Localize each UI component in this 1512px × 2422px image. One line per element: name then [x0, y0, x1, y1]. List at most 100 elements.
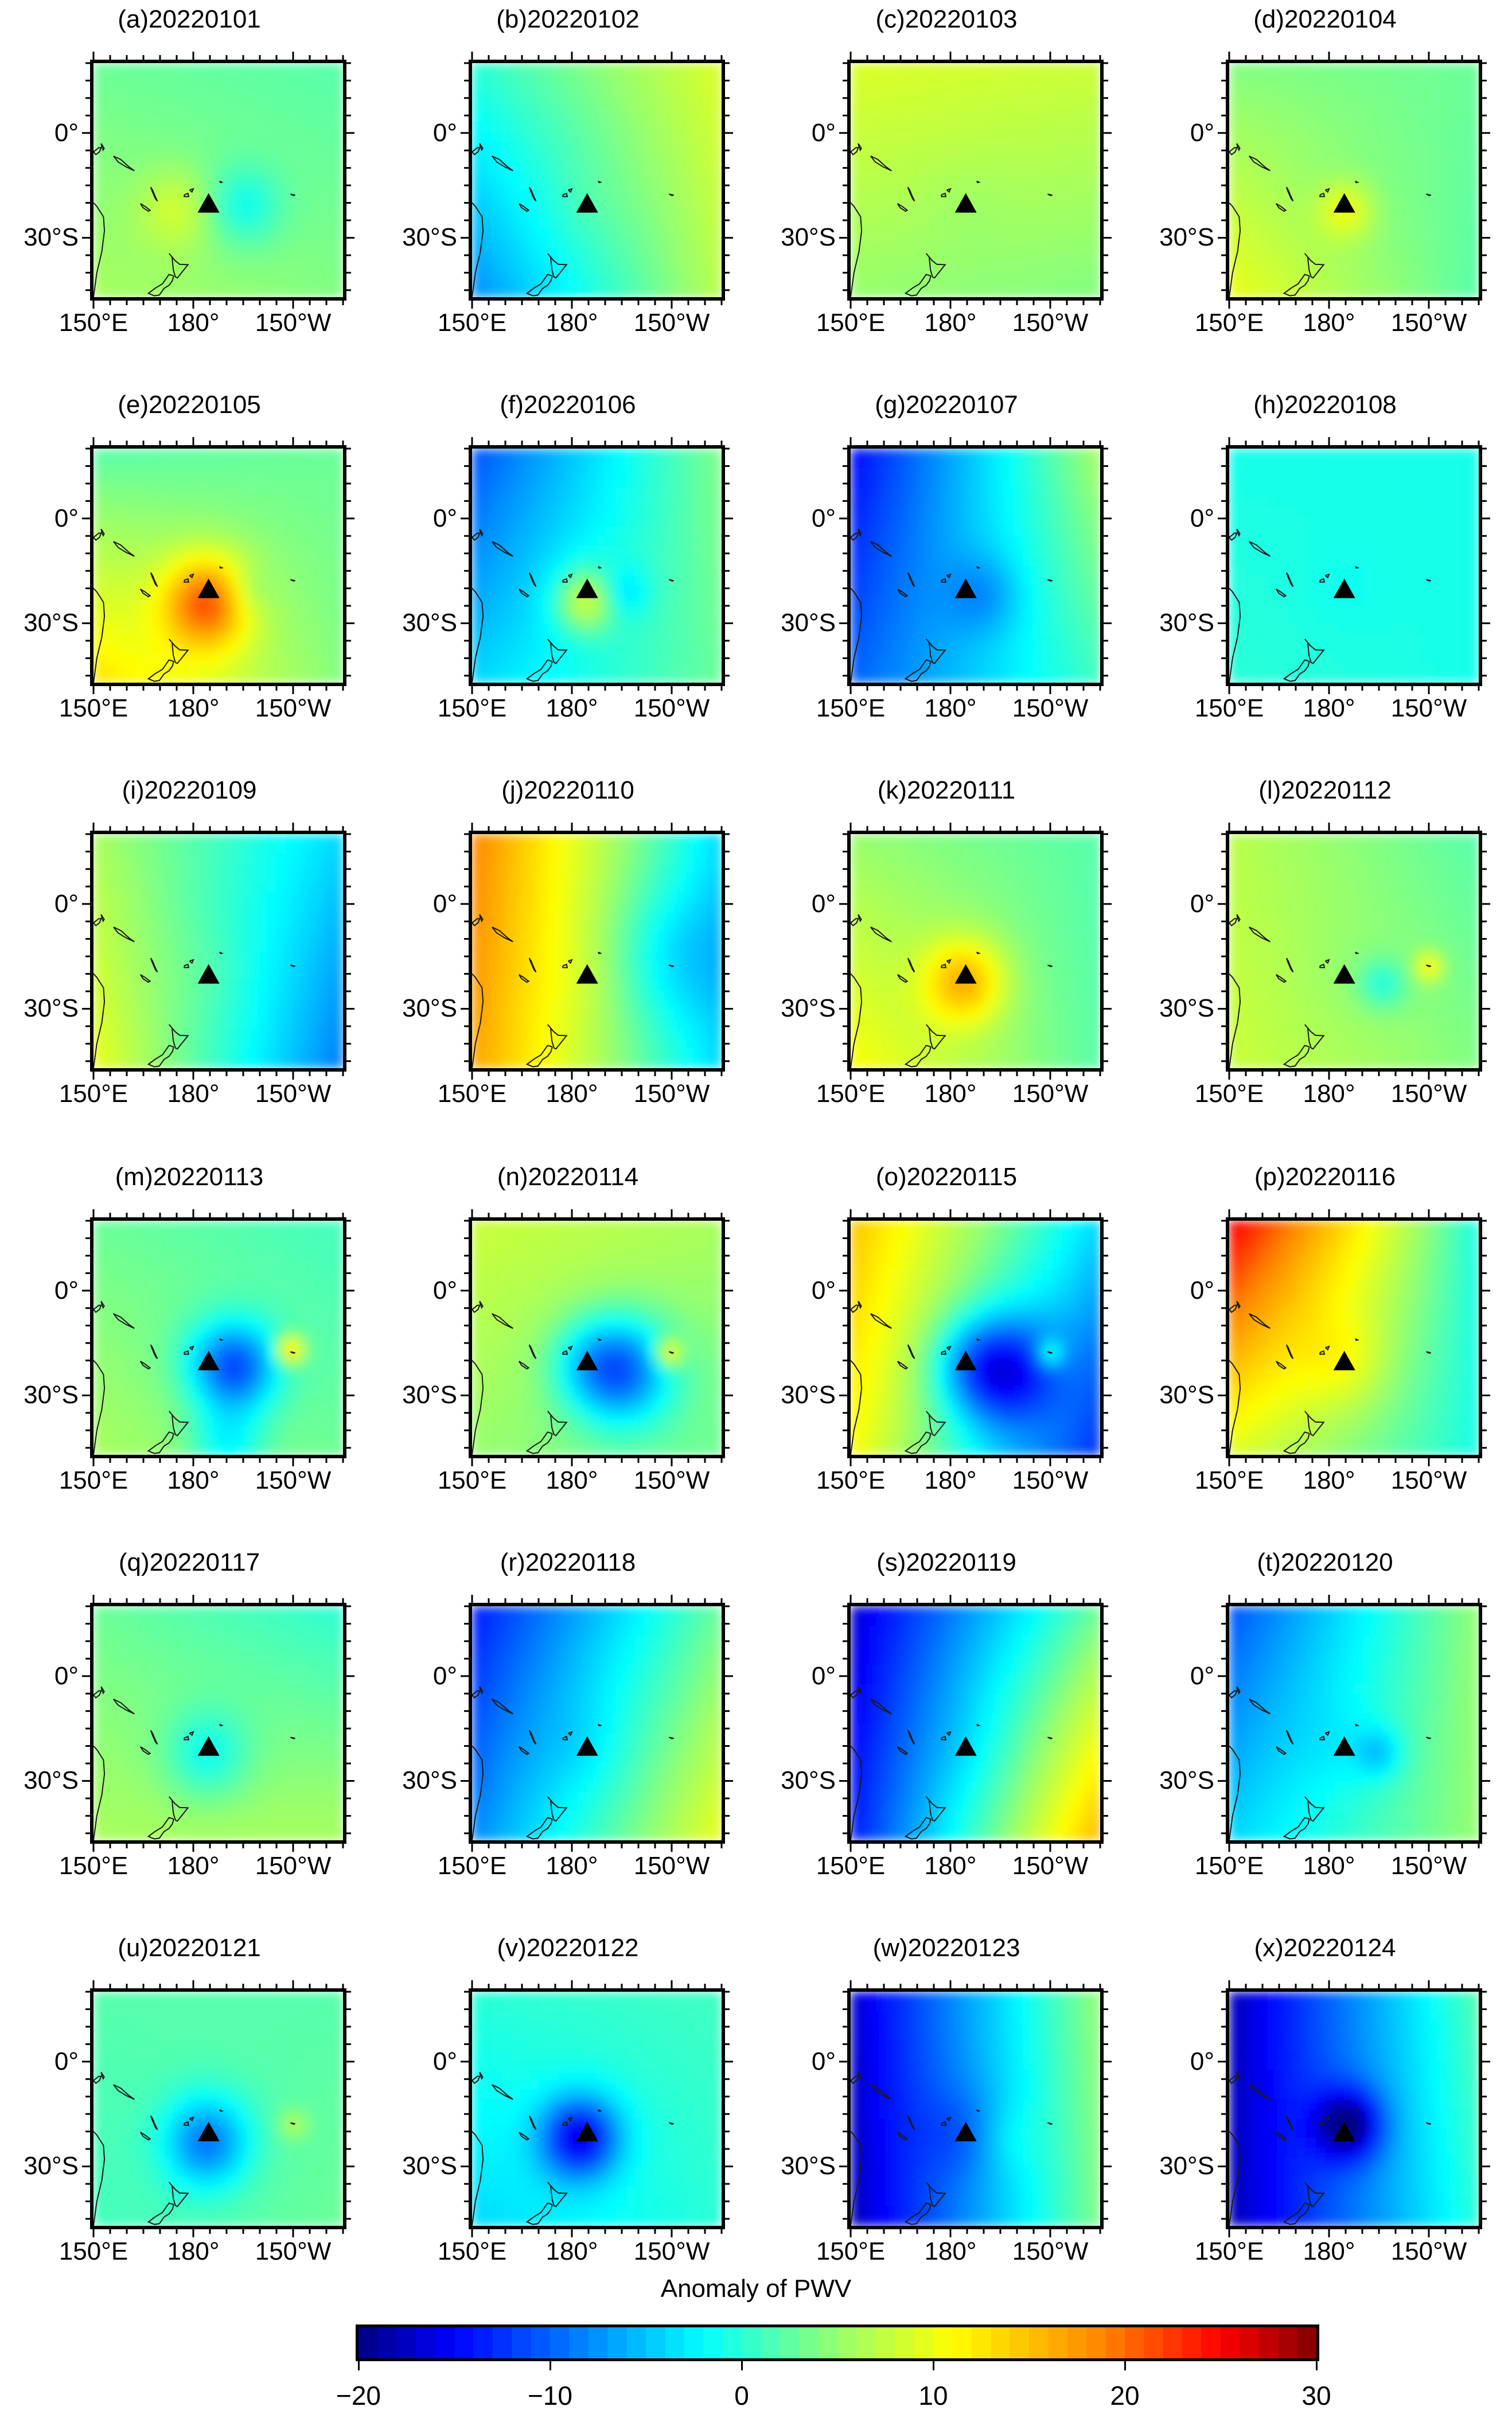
field-cell	[1090, 239, 1100, 249]
field-cell	[228, 229, 238, 239]
field-cell	[1032, 624, 1043, 634]
field-cell	[472, 131, 482, 142]
field-cell	[1052, 63, 1062, 73]
field-cell	[946, 102, 957, 112]
field-cell	[1090, 200, 1100, 210]
field-cell	[218, 229, 229, 239]
field-cell	[1032, 239, 1043, 249]
field-cell	[683, 614, 693, 625]
field-cell	[324, 449, 334, 459]
coastline	[525, 659, 553, 682]
field-cell	[1363, 229, 1374, 239]
field-cell	[1071, 497, 1082, 508]
field-cell	[558, 614, 569, 625]
field-cell	[314, 131, 325, 142]
field-cell	[673, 102, 684, 112]
lon-label: 150°W	[1012, 309, 1089, 337]
field-cell	[218, 517, 229, 527]
volcano-marker	[954, 578, 977, 598]
field-cell	[1062, 209, 1072, 220]
field-cell	[1459, 200, 1470, 210]
field-cell	[1081, 170, 1092, 181]
field-cell	[1023, 653, 1034, 664]
field-cell	[189, 248, 200, 259]
field-cell	[1421, 141, 1432, 151]
field-cell	[558, 131, 569, 142]
field-cell	[1238, 239, 1249, 249]
field-cell	[664, 268, 675, 278]
field-cell	[956, 219, 967, 229]
field-cell	[1032, 73, 1043, 83]
field-cell	[956, 478, 967, 488]
field-cell	[615, 209, 626, 220]
field-cell	[103, 566, 114, 576]
field-cell	[578, 92, 588, 103]
field-cell	[1382, 278, 1393, 288]
field-cell	[1469, 92, 1479, 103]
field-cell	[1459, 287, 1470, 297]
field-cell	[879, 122, 890, 132]
field-cell	[112, 73, 123, 83]
field-cell	[1382, 248, 1393, 259]
field-cell	[1062, 634, 1072, 644]
field-cell	[472, 63, 482, 73]
field-cell	[625, 527, 636, 537]
field-cell	[994, 229, 1005, 239]
field-cell	[1335, 102, 1345, 112]
field-cell	[1287, 200, 1297, 210]
field-cell	[635, 287, 645, 297]
field-cell	[1023, 131, 1034, 142]
field-cell	[985, 92, 995, 103]
field-cell	[1081, 190, 1092, 200]
field-cell	[548, 278, 559, 288]
field-cell	[1081, 92, 1092, 103]
field-cell	[597, 151, 607, 161]
field-cell	[597, 644, 607, 654]
field-cell	[1052, 527, 1062, 537]
field-cell	[975, 63, 986, 73]
field-cell	[1090, 566, 1100, 576]
field-cell	[247, 141, 258, 151]
field-cell	[1382, 190, 1393, 200]
field-cell	[1315, 239, 1326, 249]
field-cell	[275, 141, 286, 151]
field-cell	[879, 595, 890, 605]
field-cell	[141, 458, 152, 469]
field-cell	[615, 112, 626, 122]
lon-label: 150°E	[1194, 309, 1264, 337]
field-cell	[1469, 229, 1479, 239]
field-cell	[597, 112, 607, 122]
field-cell	[266, 488, 276, 498]
field-cell	[635, 634, 645, 644]
field-cell	[965, 653, 976, 664]
field-cell	[1287, 92, 1297, 103]
field-cell	[1004, 190, 1015, 200]
field-cell	[1081, 209, 1092, 220]
field-cell	[151, 161, 161, 171]
field-cell	[285, 73, 296, 83]
field-cell	[927, 190, 938, 200]
field-cell	[975, 73, 986, 83]
field-cell	[275, 546, 286, 556]
field-cell	[324, 268, 334, 278]
field-cell	[237, 449, 248, 459]
field-cell	[237, 566, 248, 576]
field-cell	[937, 458, 948, 469]
field-cell	[635, 644, 645, 654]
field-cell	[218, 546, 229, 556]
field-cell	[1296, 112, 1307, 122]
field-cell	[1411, 229, 1422, 239]
field-cell	[587, 536, 598, 547]
field-cell	[1335, 83, 1345, 93]
field-cell	[673, 663, 684, 673]
field-cell	[654, 449, 665, 459]
field-cell	[285, 190, 296, 200]
field-cell	[1411, 151, 1422, 161]
field-cell	[1032, 488, 1043, 498]
field-cell	[578, 556, 588, 566]
field-cell	[645, 673, 655, 683]
field-cell	[1090, 278, 1100, 288]
field-cell	[218, 527, 229, 537]
field-cell	[712, 278, 722, 288]
field-cell	[615, 527, 626, 537]
